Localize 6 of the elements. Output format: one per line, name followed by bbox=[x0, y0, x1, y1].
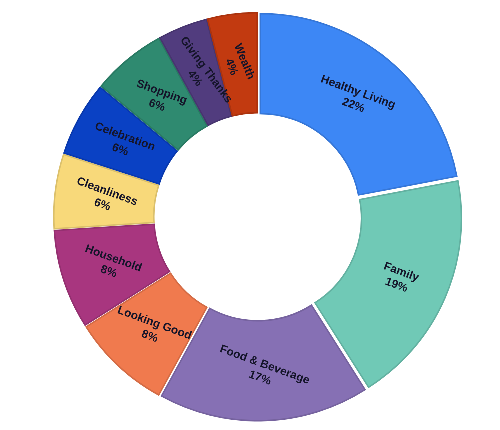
data-label: 4% bbox=[185, 68, 205, 89]
donut-slice bbox=[314, 180, 462, 388]
donut-slice bbox=[53, 154, 160, 230]
donut-slice bbox=[207, 12, 258, 117]
donut-slice bbox=[260, 13, 458, 196]
donut-slice bbox=[161, 304, 366, 422]
